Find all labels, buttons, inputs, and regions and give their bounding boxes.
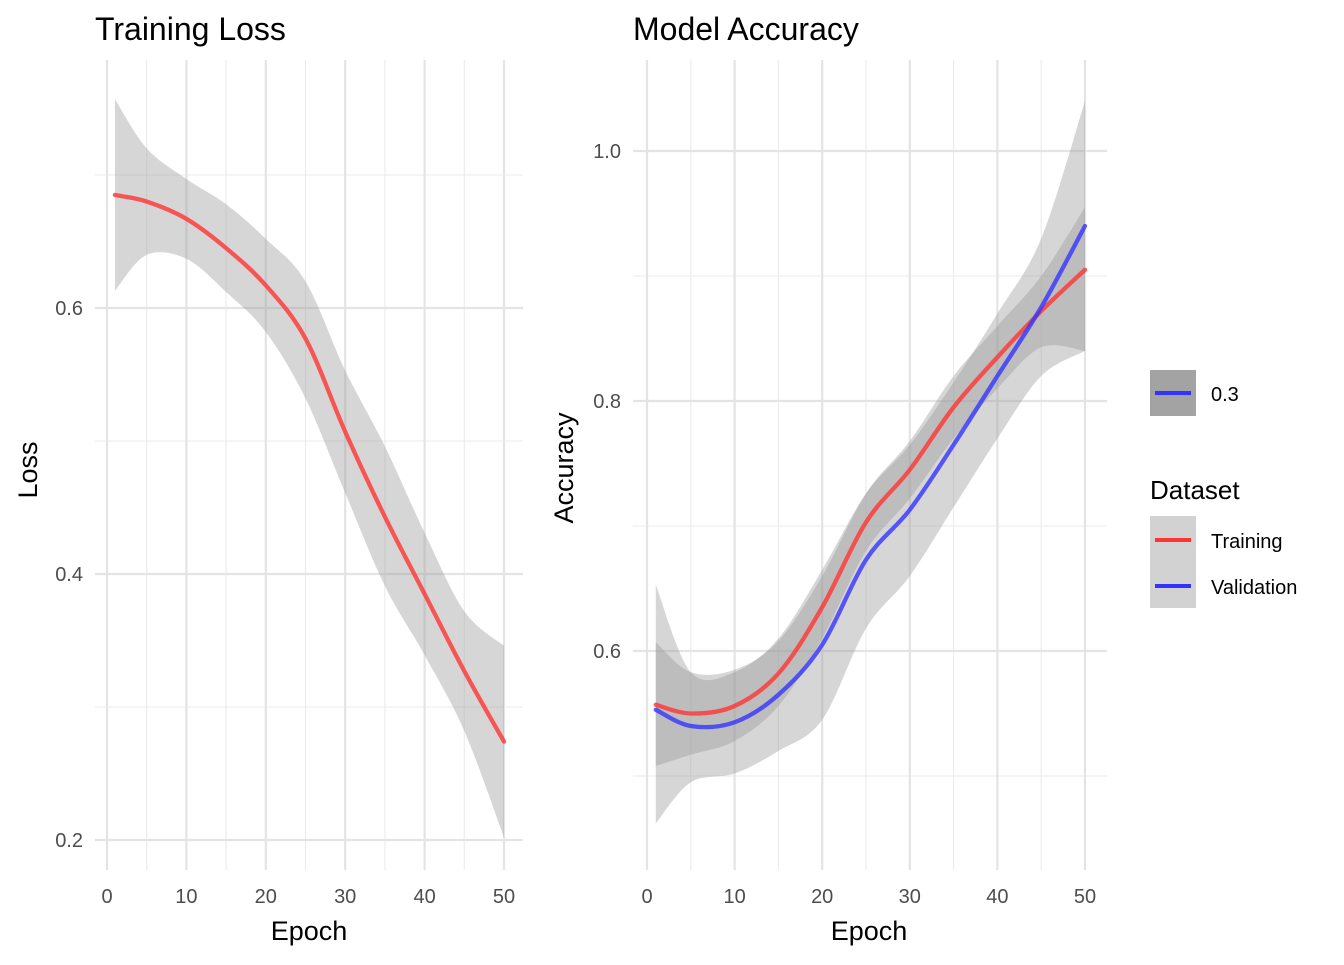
training-loss-title: Training Loss — [95, 11, 286, 47]
training-loss-lines — [112, 192, 507, 744]
y-tick-label: 0.6 — [593, 641, 621, 663]
training-loss-y-axis-title: Loss — [13, 441, 43, 498]
x-tick-label: 30 — [899, 886, 921, 908]
training-loss-ribbons — [114, 99, 504, 838]
y-tick-label: 0.6 — [55, 298, 83, 320]
series-line-series-0 — [112, 192, 507, 744]
model-accuracy-ribbons — [655, 101, 1085, 824]
confidence-ribbon-series-0 — [114, 99, 504, 838]
legend-label-validation: Validation — [1211, 577, 1297, 599]
training-loss-panel: Training Loss 0 10 20 30 40 50 0.2 0.4 0.6 Epoch… — [13, 11, 523, 946]
x-tick-label: 10 — [723, 886, 745, 908]
model-accuracy-y-axis-title: Accuracy — [549, 412, 579, 524]
x-tick-label: 0 — [101, 886, 112, 908]
y-tick-label: 0.4 — [55, 564, 83, 586]
y-tick-label: 0.2 — [55, 830, 83, 852]
training-loss-x-axis-title: Epoch — [271, 916, 348, 946]
x-tick-label: 50 — [1074, 886, 1096, 908]
training-loss-tick-labels: 0 10 20 30 40 50 0.2 0.4 0.6 — [55, 298, 515, 908]
model-accuracy-gridlines — [633, 60, 1107, 870]
training-loss-gridlines — [95, 60, 523, 870]
legend-label-training: Training — [1211, 531, 1283, 553]
model-accuracy-x-axis-title: Epoch — [831, 916, 908, 946]
x-tick-label: 40 — [413, 886, 435, 908]
model-accuracy-tick-labels: 0 10 20 30 40 50 0.6 0.8 1.0 — [593, 141, 1096, 908]
legend-label-0.3: 0.3 — [1211, 384, 1239, 406]
confidence-ribbon-validation — [655, 101, 1085, 824]
x-tick-label: 30 — [334, 886, 356, 908]
x-tick-label: 0 — [641, 886, 652, 908]
series-line-validation — [653, 223, 1088, 730]
x-tick-label: 10 — [175, 886, 197, 908]
x-tick-label: 20 — [811, 886, 833, 908]
model-accuracy-panel: Model Accuracy 0 10 20 30 40 50 0.6 0.8 1.0 Epoc… — [549, 11, 1107, 946]
y-tick-label: 1.0 — [593, 141, 621, 163]
series-line-training — [653, 267, 1088, 716]
confidence-ribbon-training — [655, 207, 1085, 766]
legend-title: Dataset — [1150, 475, 1240, 505]
x-tick-label: 40 — [986, 886, 1008, 908]
model-accuracy-lines — [653, 223, 1088, 730]
x-tick-label: 50 — [493, 886, 515, 908]
legend: 0.3 Dataset Training Validation — [1150, 370, 1297, 608]
y-tick-label: 0.8 — [593, 391, 621, 413]
x-tick-label: 20 — [255, 886, 277, 908]
model-accuracy-title: Model Accuracy — [633, 11, 859, 47]
